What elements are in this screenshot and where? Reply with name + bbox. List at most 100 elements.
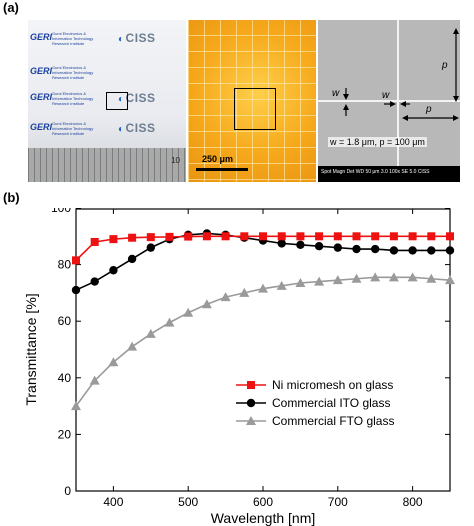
data-point [332, 275, 343, 285]
arrow-head [453, 28, 459, 34]
data-point [296, 232, 305, 241]
geri-logo: GERI [30, 122, 53, 132]
data-point [184, 232, 193, 241]
geri-logo: GERI [30, 66, 53, 76]
arrow-head [343, 104, 349, 110]
data-point [427, 246, 436, 255]
data-point [295, 277, 306, 287]
ciss-logo: CISS [118, 91, 156, 105]
w-label-vertical: w [332, 88, 340, 99]
panel-b-label: (b) [3, 190, 20, 205]
data-point [315, 232, 324, 241]
geri-subtitle: Gumi Electronics & Information Technolog… [52, 121, 94, 136]
zoom-box [234, 88, 276, 130]
logo-row: GERI Gumi Electronics & Information Tech… [30, 30, 184, 50]
arrow-head [453, 115, 459, 121]
data-point [277, 239, 286, 248]
panel-a-label: (a) [3, 0, 19, 15]
data-point [202, 232, 211, 241]
ruler [28, 148, 186, 182]
data-point [247, 381, 255, 389]
x-tick-label: 700 [328, 495, 348, 509]
data-point [407, 272, 418, 282]
legend-label: Commercial FTO glass [272, 414, 394, 428]
geri-subtitle: Gumi Electronics & Information Technolog… [52, 65, 94, 80]
sem-mesh-lines [318, 20, 460, 182]
y-tick-label: 0 [64, 484, 71, 498]
data-point [183, 307, 194, 317]
scale-bar-label: 250 μm [202, 154, 234, 164]
data-point [89, 375, 100, 385]
data-point [408, 246, 417, 255]
geri-logo: GERI [30, 92, 53, 102]
data-point [146, 233, 155, 242]
sem-annotations [343, 28, 459, 121]
series-layer [71, 229, 455, 411]
data-point [109, 266, 118, 275]
sem-info-text: Spot Magn Det WD 50 μm 3.0 100x SE 5.0 C… [321, 169, 430, 175]
transmittance-chart: 400 500 600 700 800 0 20 40 60 80 100 Ni micromesh… [23, 208, 455, 526]
data-point [371, 232, 380, 241]
arrow-head [343, 94, 349, 100]
scale-bar [196, 168, 248, 171]
data-point [388, 272, 399, 282]
mesh-parameters: w = 1.8 μm, p = 100 μm [328, 137, 427, 147]
data-point [246, 416, 256, 425]
legend-label: Ni micromesh on glass [272, 378, 393, 392]
device-photo: GERI Gumi Electronics & Information Tech… [28, 20, 186, 182]
x-tick-label: 500 [178, 495, 198, 509]
y-tick-label: 40 [58, 371, 72, 385]
data-point [127, 341, 138, 351]
data-point [108, 357, 119, 367]
data-point [351, 273, 362, 283]
data-point [239, 287, 250, 297]
p-label-horizontal: p [426, 104, 432, 115]
data-point [352, 244, 361, 254]
data-point [221, 232, 230, 241]
data-point [427, 232, 436, 241]
data-point [201, 299, 212, 309]
data-point [246, 398, 256, 408]
series-square [72, 232, 454, 265]
data-point [296, 240, 305, 249]
x-axis-label: Wavelength [nm] [211, 510, 316, 526]
x-tick-label: 400 [103, 495, 123, 509]
x-tick-label: 600 [253, 495, 273, 509]
data-point [371, 244, 380, 254]
data-point [445, 275, 455, 285]
y-tick-label: 60 [58, 314, 72, 328]
data-point [90, 277, 99, 286]
logo-row: GERI Gumi Electronics & Information Tech… [30, 90, 184, 110]
data-point [128, 233, 137, 242]
geri-subtitle: Gumi Electronics & Information Technolog… [52, 91, 94, 106]
data-point [259, 232, 267, 241]
mesh-grid [188, 20, 316, 182]
w-label-horizontal: w [382, 90, 390, 101]
ciss-logo: CISS [118, 121, 156, 135]
arrow-head [453, 96, 459, 102]
legend-label: Commercial ITO glass [272, 396, 390, 410]
data-point [370, 272, 381, 282]
data-point [408, 232, 417, 241]
data-point [109, 235, 118, 244]
series-triangle [71, 272, 455, 411]
arrow-head [402, 115, 408, 121]
geri-logo: GERI [30, 32, 53, 42]
data-point [314, 276, 325, 286]
legend: Ni micromesh on glass Commercial ITO glas… [236, 378, 394, 428]
data-point [90, 237, 99, 246]
x-tick-label: 800 [403, 495, 423, 509]
optical-micrograph: 250 μm [188, 20, 316, 182]
data-point [258, 283, 268, 293]
data-point [333, 232, 342, 241]
data-point [220, 292, 231, 302]
data-point [71, 401, 81, 411]
data-point [333, 243, 342, 252]
ciss-logo: CISS [118, 31, 156, 45]
data-point [146, 243, 155, 252]
data-point [445, 246, 455, 255]
y-tick-label: 100 [51, 208, 71, 215]
data-point [426, 273, 437, 283]
arrow-head [400, 101, 406, 107]
logo-row: GERI Gumi Electronics & Information Tech… [30, 120, 184, 140]
